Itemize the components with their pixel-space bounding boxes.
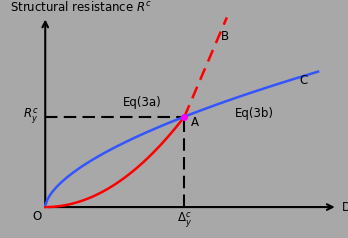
Text: $R_y^c$: $R_y^c$	[23, 107, 38, 126]
Text: Eq(3b): Eq(3b)	[235, 106, 274, 119]
Text: O: O	[32, 210, 41, 223]
Text: Eq(3a): Eq(3a)	[123, 96, 162, 109]
Text: A: A	[191, 116, 199, 129]
Text: Displacement  $\Delta$: Displacement $\Delta$	[341, 198, 348, 216]
Text: $\Delta_y^c$: $\Delta_y^c$	[177, 210, 192, 230]
Text: C: C	[299, 74, 308, 87]
Text: Structural resistance $R^c$: Structural resistance $R^c$	[10, 0, 152, 14]
Text: B: B	[221, 30, 229, 43]
